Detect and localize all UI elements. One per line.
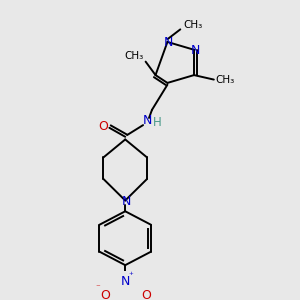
Text: H: H: [153, 116, 161, 129]
Text: CH₃: CH₃: [183, 20, 202, 30]
Text: CH₃: CH₃: [216, 76, 235, 85]
Text: N: N: [121, 275, 130, 288]
Text: CH₃: CH₃: [124, 51, 144, 61]
Text: N: N: [142, 114, 152, 127]
Text: O: O: [141, 289, 151, 300]
Text: N: N: [122, 195, 131, 208]
Text: ⁺: ⁺: [129, 272, 134, 280]
Text: O: O: [98, 119, 108, 133]
Text: O: O: [100, 289, 110, 300]
Text: N: N: [190, 44, 200, 57]
Text: N: N: [164, 36, 173, 49]
Text: ⁻: ⁻: [95, 283, 100, 292]
